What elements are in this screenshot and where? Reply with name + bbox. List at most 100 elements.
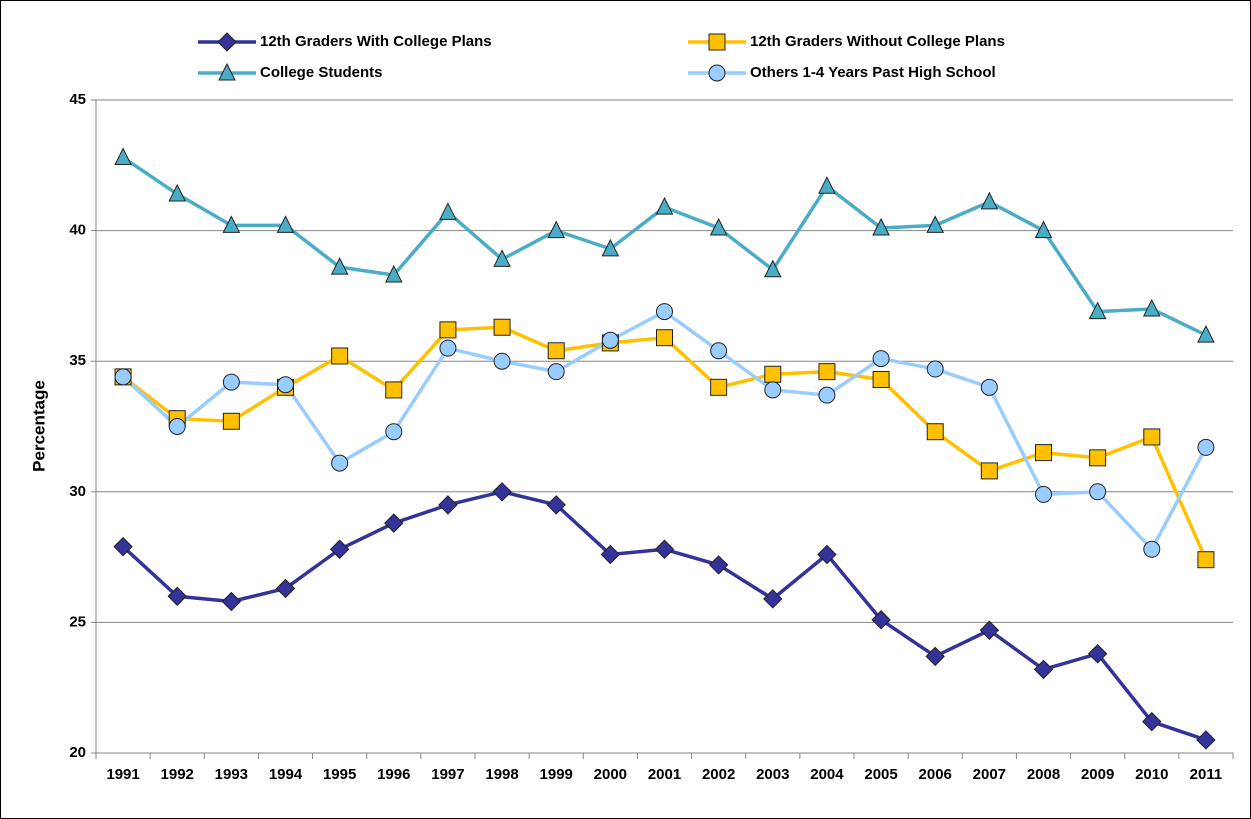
data-point (331, 347, 349, 365)
data-point (763, 259, 782, 278)
data-point (925, 646, 945, 667)
data-point (439, 321, 457, 339)
data-point (1142, 298, 1161, 317)
data-point (980, 462, 998, 480)
x-tick-label: 1999 (540, 766, 573, 783)
data-point (1197, 551, 1215, 569)
data-point (330, 257, 349, 275)
data-point (493, 318, 511, 336)
data-point (221, 591, 242, 612)
x-tick-label: 2003 (756, 766, 789, 783)
data-point (1035, 485, 1052, 503)
x-tick-label: 1996 (377, 766, 410, 783)
x-tick-label: 2011 (1190, 766, 1223, 783)
data-point (708, 555, 729, 575)
data-point (710, 342, 728, 360)
data-point (872, 217, 890, 236)
data-point (168, 418, 186, 435)
data-point (709, 217, 728, 236)
data-point (1143, 428, 1161, 446)
data-point (763, 589, 783, 609)
data-point (979, 620, 1000, 640)
data-point (980, 191, 999, 210)
x-tick-label: 2000 (594, 766, 627, 783)
y-tick-label: 45 (69, 91, 86, 108)
x-tick-label: 2007 (973, 766, 1006, 783)
x-tick-label: 2001 (648, 766, 681, 783)
data-point (168, 183, 187, 202)
x-tick-label: 1994 (269, 766, 303, 783)
data-point (114, 368, 132, 386)
data-point (547, 363, 565, 381)
data-point (818, 386, 836, 404)
legend-marker (218, 62, 236, 81)
x-tick-label: 1993 (215, 766, 248, 783)
data-point (817, 544, 837, 565)
data-point (385, 423, 403, 441)
x-tick-label: 2008 (1027, 766, 1060, 783)
legend-marker (708, 33, 726, 51)
data-point (222, 412, 240, 430)
legend-label: 12th Graders Without College Plans (750, 33, 1005, 50)
data-point (384, 513, 404, 533)
data-point (655, 196, 674, 215)
x-tick-label: 1997 (431, 766, 464, 783)
data-point (1089, 449, 1107, 467)
data-point (113, 536, 133, 557)
x-tick-label: 2006 (919, 766, 952, 783)
x-tick-label: 1991 (106, 766, 139, 783)
data-point (438, 495, 458, 515)
data-point (656, 329, 673, 347)
data-point (492, 482, 512, 502)
data-point (926, 423, 944, 441)
legend-label: Others 1-4 Years Past High School (750, 64, 996, 81)
data-point (547, 220, 566, 239)
data-point (385, 381, 403, 399)
data-point (1142, 711, 1162, 732)
x-tick-label: 2005 (864, 766, 897, 783)
legend-marker (217, 32, 237, 52)
data-point (546, 495, 566, 515)
data-point (980, 378, 998, 396)
data-point (872, 350, 890, 368)
y-tick-label: 25 (69, 613, 86, 630)
data-point (1089, 483, 1107, 501)
y-tick-label: 30 (69, 483, 86, 500)
data-point (329, 539, 350, 559)
data-point (439, 202, 457, 220)
data-point (276, 215, 295, 233)
x-tick-label: 1998 (485, 766, 518, 783)
data-point (818, 363, 836, 381)
data-point (710, 378, 728, 396)
x-tick-label: 1995 (323, 766, 356, 783)
data-point (114, 147, 132, 165)
data-point (601, 331, 619, 349)
y-tick-label: 40 (69, 222, 86, 239)
data-point (1087, 644, 1108, 664)
data-point (656, 303, 673, 321)
data-point (222, 373, 240, 391)
y-tick-label: 20 (69, 744, 86, 761)
data-point (764, 365, 782, 383)
data-point (167, 586, 187, 606)
data-point (493, 249, 511, 267)
y-axis-label: Percentage (29, 380, 48, 472)
data-point (1143, 540, 1161, 558)
data-point (384, 264, 403, 283)
data-point (871, 610, 891, 630)
data-point (1197, 438, 1215, 456)
data-point (872, 370, 890, 388)
data-point (277, 376, 294, 394)
data-point (1088, 301, 1107, 320)
legend-marker (708, 64, 726, 82)
x-tick-label: 2009 (1081, 766, 1114, 783)
data-point (1033, 659, 1054, 680)
data-point (1035, 444, 1052, 462)
data-point (1196, 730, 1216, 750)
data-point (275, 578, 296, 599)
data-point (600, 544, 621, 565)
y-tick-label: 35 (69, 352, 86, 369)
legend-label: College Students (260, 64, 383, 81)
